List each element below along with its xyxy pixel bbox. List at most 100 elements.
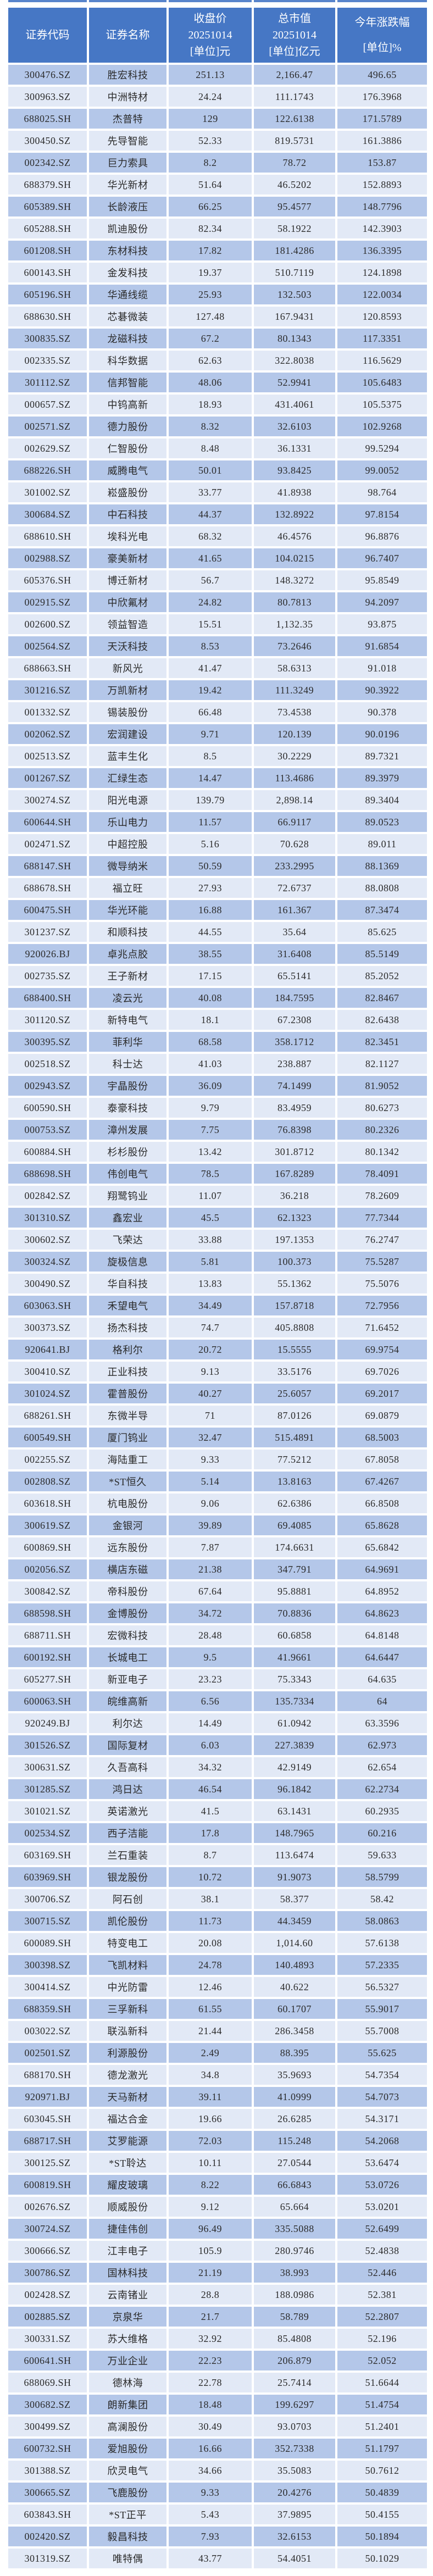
cell-name: 和顺科技: [89, 922, 166, 942]
table-row: 605389.SH 长龄液压 66.25 95.4577 148.7796: [0, 197, 433, 216]
cell-ytd-change: 120.8593: [337, 307, 427, 326]
cell-name: 科华数据: [89, 351, 166, 370]
cell-close: 13.42: [169, 1142, 252, 1162]
cell-name: 翔鹭钨业: [89, 1186, 166, 1206]
cell-close: 41.65: [169, 548, 252, 568]
cell-ytd-change: 55.9017: [337, 1999, 427, 2019]
cell-ytd-change: 64: [337, 1691, 427, 1711]
cell-ytd-change: 87.3474: [337, 900, 427, 920]
cell-code: 300665.SZ: [8, 2483, 87, 2502]
cell-mktcap: 233.2995: [254, 856, 335, 876]
cell-mktcap: 58.1922: [254, 219, 335, 238]
table-row: 603969.SH 银龙股份 10.72 91.9073 58.5799: [0, 1867, 433, 1887]
cell-mktcap: 77.5212: [254, 1450, 335, 1469]
cell-code: 688359.SH: [8, 1999, 87, 2019]
cell-close: 14.47: [169, 768, 252, 788]
cell-code: 688226.SH: [8, 460, 87, 480]
cell-ytd-change: 54.7073: [337, 2087, 427, 2107]
cell-close: 10.11: [169, 2153, 252, 2173]
cell-mktcap: 55.1362: [254, 1274, 335, 1293]
cell-name: 中光防雷: [89, 1977, 166, 1997]
cell-code: 605376.SH: [8, 570, 87, 590]
cell-mktcap: 52.9941: [254, 373, 335, 392]
table-row: 301285.SZ 鸿日达 46.54 96.1842 62.2734: [0, 1779, 433, 1799]
cell-name: 宏微科技: [89, 1625, 166, 1645]
cell-mktcap: 286.3458: [254, 2021, 335, 2041]
cell-close: 34.49: [169, 1296, 252, 1315]
cell-code: 300410.SZ: [8, 1362, 87, 1381]
cell-mktcap: 347.791: [254, 1559, 335, 1579]
table-row: 301526.SZ 国际复材 6.03 227.3839 62.973: [0, 1735, 433, 1755]
table-row: 002676.SZ 顺威股份 9.12 65.664 53.0201: [0, 2197, 433, 2217]
cell-mktcap: 2,166.47: [254, 65, 335, 85]
cell-close: 32.92: [169, 2329, 252, 2349]
cell-close: 74.7: [169, 1318, 252, 1337]
table-row: 920641.BJ 格利尔 20.72 15.5555 69.9754: [0, 1340, 433, 1359]
cell-mktcap: 26.6285: [254, 2109, 335, 2129]
table-row: 600590.SH 泰豪科技 9.79 83.4959 80.6273: [0, 1098, 433, 1118]
cell-mktcap: 80.1343: [254, 329, 335, 348]
cell-code: 688630.SH: [8, 307, 87, 326]
cell-code: 300450.SZ: [8, 131, 87, 151]
table-row: 600869.SH 远东股份 7.87 174.6631 65.6842: [0, 1537, 433, 1557]
cell-close: 46.54: [169, 1779, 252, 1799]
cell-ytd-change: 91.6854: [337, 636, 427, 656]
cell-mktcap: 1,132.35: [254, 614, 335, 634]
cell-name: 中欣氟材: [89, 592, 166, 612]
cell-close: 17.15: [169, 966, 252, 986]
cell-close: 68.58: [169, 1032, 252, 1052]
cell-code: 600819.SH: [8, 2175, 87, 2195]
cell-ytd-change: 97.8154: [337, 504, 427, 524]
cell-ytd-change: 90.0196: [337, 724, 427, 744]
cell-mktcap: 80.7813: [254, 592, 335, 612]
cell-close: 9.06: [169, 1494, 252, 1513]
cell-name: 飞鹿股份: [89, 2483, 166, 2502]
cell-code: 000753.SZ: [8, 1120, 87, 1140]
cell-name: 福达合金: [89, 2109, 166, 2129]
cell-ytd-change: 64.9691: [337, 1559, 427, 1579]
cell-code: 300666.SZ: [8, 2241, 87, 2261]
cell-name: 国林科技: [89, 2263, 166, 2283]
cell-close: 18.48: [169, 2395, 252, 2414]
cell-name: 霍普股份: [89, 1384, 166, 1403]
cell-name: 菲利华: [89, 1032, 166, 1052]
cell-name: 京泉华: [89, 2307, 166, 2327]
table-row: 002513.SZ 蓝丰生化 8.5 30.2229 89.7321: [0, 746, 433, 766]
table-row: 001332.SZ 锡装股份 66.48 73.4538 90.378: [0, 702, 433, 722]
cell-mktcap: 206.879: [254, 2351, 335, 2370]
cell-close: 17.8: [169, 1823, 252, 1843]
cell-mktcap: 184.7595: [254, 988, 335, 1008]
cell-code: 600549.SH: [8, 1428, 87, 1447]
cell-name: 乐山电力: [89, 812, 166, 832]
cell-close: 7.87: [169, 1537, 252, 1557]
cell-name: 阿石创: [89, 1889, 166, 1909]
cell-close: 139.79: [169, 790, 252, 810]
table-row: 300684.SZ 中石科技 44.37 132.8922 97.8154: [0, 504, 433, 524]
cell-close: 8.22: [169, 2175, 252, 2195]
cell-mktcap: 30.2229: [254, 746, 335, 766]
cell-ytd-change: 91.018: [337, 658, 427, 678]
cell-close: 9.33: [169, 2483, 252, 2502]
cell-name: 崧盛股份: [89, 482, 166, 502]
cell-ytd-change: 52.6499: [337, 2219, 427, 2239]
cell-ytd-change: 94.2097: [337, 592, 427, 612]
cell-ytd-change: 50.1029: [337, 2549, 427, 2568]
cell-mktcap: 62.6386: [254, 1494, 335, 1513]
cell-code: 001267.SZ: [8, 768, 87, 788]
table-row: 688147.SH 微导纳米 50.59 233.2995 88.1369: [0, 856, 433, 876]
cell-ytd-change: 89.3979: [337, 768, 427, 788]
cell-ytd-change: 56.5327: [337, 1977, 427, 1997]
cell-ytd-change: 66.8508: [337, 1494, 427, 1513]
cell-ytd-change: 57.6138: [337, 1933, 427, 1953]
table-row: 001267.SZ 汇绿生态 14.47 113.4686 89.3979: [0, 768, 433, 788]
table-row: 300499.SZ 高澜股份 30.49 93.0703 51.2401: [0, 2417, 433, 2436]
cell-name: 埃科光电: [89, 526, 166, 546]
cell-name: 德力股份: [89, 417, 166, 436]
cell-name: 先导智能: [89, 131, 166, 151]
cell-name: 仁智股份: [89, 438, 166, 458]
cell-name: 杉杉股份: [89, 1142, 166, 1162]
table-row: 300324.SZ 旋极信息 5.81 100.373 75.5287: [0, 1252, 433, 1272]
table-row: 688610.SH 埃科光电 68.32 46.4576 96.8876: [0, 526, 433, 546]
cell-ytd-change: 77.7344: [337, 1208, 427, 1228]
cell-close: 24.82: [169, 592, 252, 612]
